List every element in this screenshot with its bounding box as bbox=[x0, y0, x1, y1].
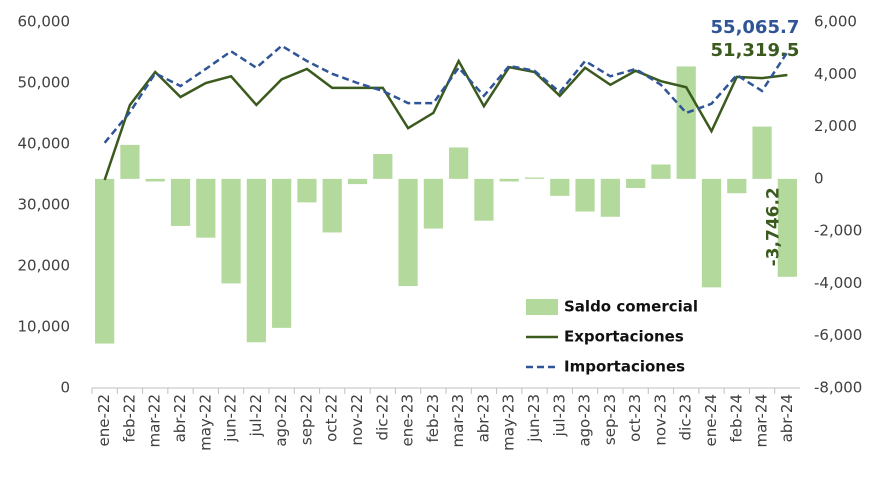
bar bbox=[373, 154, 393, 179]
x-tick-label: mar-23 bbox=[449, 394, 467, 448]
bar bbox=[196, 178, 216, 238]
x-tick-label: abr-22 bbox=[171, 394, 189, 442]
bar bbox=[727, 178, 747, 194]
bar bbox=[423, 178, 443, 229]
y-tick-label: 40,000 bbox=[18, 135, 71, 153]
bar bbox=[297, 178, 317, 203]
x-tick-label: dic-23 bbox=[677, 394, 695, 440]
bar bbox=[701, 178, 722, 288]
x-tick-label: abr-24 bbox=[778, 394, 796, 442]
line bbox=[103, 44, 789, 144]
bar bbox=[145, 178, 165, 182]
bar bbox=[524, 177, 545, 179]
y-tick-label: 50,000 bbox=[18, 74, 71, 92]
y2-tick-label: 4,000 bbox=[814, 65, 857, 83]
bar bbox=[449, 147, 469, 179]
y-tick-label: 30,000 bbox=[18, 196, 71, 214]
bar bbox=[752, 126, 772, 179]
x-tick-label: ago-22 bbox=[272, 394, 290, 447]
y2-tick-label: -4,000 bbox=[814, 274, 862, 292]
x-tick-label: feb-22 bbox=[120, 394, 138, 443]
x-tick-label: oct-23 bbox=[626, 394, 644, 442]
bar bbox=[626, 178, 646, 189]
legend-swatch bbox=[526, 299, 558, 315]
y2-tick-label: 2,000 bbox=[814, 117, 857, 135]
y-tick-label: 60,000 bbox=[18, 13, 71, 31]
x-tick-label: dic-22 bbox=[373, 394, 391, 440]
bar bbox=[246, 178, 266, 343]
bar bbox=[474, 178, 494, 221]
bar bbox=[600, 178, 620, 217]
x-tick-label: sep-23 bbox=[601, 394, 619, 445]
bar bbox=[221, 178, 241, 284]
x-tick-label: jul-23 bbox=[550, 394, 568, 437]
x-tick-label: mar-22 bbox=[146, 394, 164, 448]
x-tick-label: jun-22 bbox=[222, 394, 240, 443]
bar bbox=[499, 178, 519, 182]
y2-tick-label: 0 bbox=[814, 169, 824, 187]
x-tick-label: ene-24 bbox=[702, 394, 720, 446]
y2-tick-label: -2,000 bbox=[814, 222, 862, 240]
x-tick-label: feb-24 bbox=[727, 394, 745, 443]
value-label: 51,319.5 bbox=[711, 40, 800, 61]
x-tick-label: ene-23 bbox=[399, 394, 417, 446]
bar bbox=[550, 178, 570, 196]
x-tick-label: jul-22 bbox=[247, 394, 265, 437]
x-tick-label: ago-23 bbox=[576, 394, 594, 447]
y-tick-label: 20,000 bbox=[18, 257, 71, 275]
x-tick-label: ene-22 bbox=[95, 394, 113, 446]
x-tick-label: may-22 bbox=[196, 394, 214, 451]
x-tick-label: abr-23 bbox=[474, 394, 492, 442]
legend-label: Exportaciones bbox=[564, 328, 684, 346]
bar bbox=[95, 178, 115, 344]
bar bbox=[398, 178, 418, 287]
bar bbox=[651, 164, 671, 179]
legend-label: Importaciones bbox=[564, 358, 685, 376]
bar bbox=[120, 144, 140, 179]
x-tick-label: mar-24 bbox=[753, 394, 771, 448]
y2-tick-label: -8,000 bbox=[814, 379, 862, 397]
x-tick-label: nov-23 bbox=[651, 394, 669, 446]
y-tick-label: 0 bbox=[60, 379, 70, 397]
value-label: 55,065.7 bbox=[711, 17, 800, 38]
bar bbox=[347, 178, 368, 185]
bar bbox=[676, 66, 696, 179]
y-tick-label: 10,000 bbox=[18, 318, 71, 336]
bar bbox=[272, 178, 292, 328]
legend-label: Saldo comercial bbox=[564, 298, 698, 316]
x-tick-label: feb-23 bbox=[424, 394, 442, 443]
y2-tick-label: -6,000 bbox=[814, 326, 862, 344]
bar bbox=[777, 178, 797, 277]
x-tick-label: jun-23 bbox=[525, 394, 543, 443]
y2-tick-label: 6,000 bbox=[814, 13, 857, 31]
bar bbox=[170, 178, 191, 226]
bar bbox=[575, 178, 595, 212]
value-label: -3,746.2 bbox=[763, 187, 783, 266]
x-tick-label: oct-22 bbox=[323, 394, 341, 442]
x-tick-label: nov-22 bbox=[348, 394, 366, 446]
x-tick-label: sep-22 bbox=[297, 394, 315, 445]
x-tick-label: may-23 bbox=[500, 394, 518, 451]
bar bbox=[322, 178, 342, 233]
